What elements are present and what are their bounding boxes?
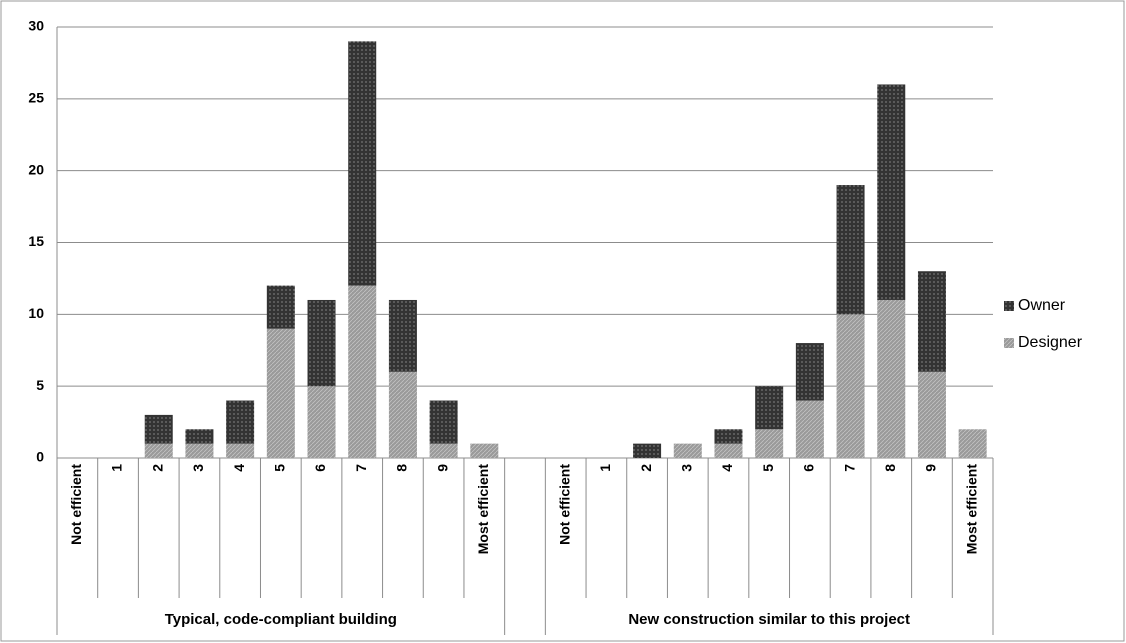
- bar-segment: [673, 443, 702, 458]
- x-tick-label: 3: [190, 464, 206, 472]
- x-tick-label: 6: [801, 464, 817, 472]
- bar-segment: [714, 429, 743, 444]
- x-tick-label: 4: [231, 464, 247, 472]
- bar-segment: [144, 443, 173, 458]
- bar-segment: [429, 400, 458, 444]
- y-tick-label: 10: [28, 305, 44, 321]
- y-tick-label: 30: [28, 18, 44, 34]
- y-tick-label: 0: [36, 449, 44, 465]
- x-tick-label: 5: [272, 464, 288, 472]
- bar-segment: [795, 343, 824, 401]
- x-tick-label: 8: [882, 464, 898, 472]
- bar-segment: [917, 371, 946, 458]
- bar-segment: [348, 41, 377, 286]
- x-tick-label: Not efficient: [556, 464, 572, 545]
- y-tick-label: 5: [36, 377, 44, 393]
- legend-swatch: [1004, 338, 1014, 348]
- bar-segment: [429, 443, 458, 458]
- group-label: New construction similar to this project: [628, 611, 910, 628]
- bar-segment: [185, 443, 214, 458]
- bar-segment: [266, 328, 295, 458]
- bar-segment: [917, 271, 946, 372]
- bar-segment: [348, 285, 377, 458]
- x-tick-label: 5: [760, 464, 776, 472]
- bar-segment: [185, 429, 214, 444]
- x-tick-label: 4: [719, 464, 735, 472]
- x-tick-label: Most efficient: [963, 464, 979, 555]
- x-tick-label: 2: [149, 464, 165, 472]
- group-label: Typical, code-compliant building: [165, 611, 397, 628]
- legend-label: Designer: [1018, 334, 1083, 351]
- legend-label: Owner: [1018, 297, 1066, 314]
- x-tick-label: 1: [597, 464, 613, 472]
- x-tick-label: 1: [109, 464, 125, 472]
- bar-segment: [958, 429, 987, 458]
- bar-segment: [877, 299, 906, 458]
- y-tick-label: 20: [28, 161, 44, 177]
- y-tick-label: 15: [28, 233, 44, 249]
- x-tick-label: 9: [434, 464, 450, 472]
- bar-segment: [266, 285, 295, 329]
- x-tick-label: Most efficient: [475, 464, 491, 555]
- bar-segment: [836, 185, 865, 315]
- bar-segment: [714, 443, 743, 458]
- bar-segment: [633, 443, 662, 458]
- x-tick-label: 7: [841, 464, 857, 472]
- x-tick-label: 8: [394, 464, 410, 472]
- bar-segment: [877, 84, 906, 300]
- bar-segment: [307, 299, 336, 387]
- bar-segment: [795, 400, 824, 458]
- bar-segment: [226, 443, 255, 458]
- y-tick-label: 25: [28, 90, 44, 106]
- bar-segment: [226, 400, 255, 444]
- bar-segment: [755, 429, 784, 458]
- x-tick-label: Not efficient: [68, 464, 84, 545]
- x-tick-label: 7: [353, 464, 369, 472]
- x-tick-label: 6: [312, 464, 328, 472]
- bar-segment: [836, 314, 865, 458]
- bar-segment: [755, 386, 784, 430]
- bar-segment: [144, 414, 173, 444]
- x-tick-label: 3: [678, 464, 694, 472]
- bar-segment: [470, 443, 499, 458]
- x-tick-label: 2: [638, 464, 654, 472]
- x-tick-label: 9: [923, 464, 939, 472]
- bar-segment: [307, 386, 336, 458]
- bar-segment: [388, 299, 417, 372]
- legend-swatch: [1004, 301, 1014, 311]
- bar-segment: [388, 371, 417, 458]
